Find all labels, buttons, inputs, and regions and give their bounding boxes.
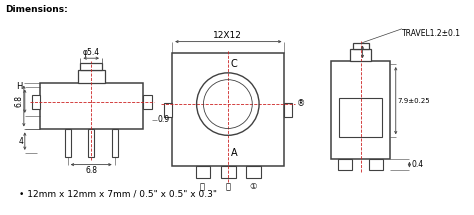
Bar <box>338 159 352 170</box>
Bar <box>331 61 390 159</box>
Bar <box>339 98 382 137</box>
Text: • 12mm x 12mm x 7mm / 0.5" x 0.5" x 0.3": • 12mm x 12mm x 7mm / 0.5" x 0.5" x 0.3" <box>19 190 217 199</box>
Bar <box>40 83 143 129</box>
Text: A: A <box>231 148 237 158</box>
Bar <box>88 129 94 157</box>
Bar <box>246 166 261 178</box>
Text: 0.9: 0.9 <box>157 115 170 124</box>
Bar <box>32 95 40 109</box>
Text: ®: ® <box>297 100 305 109</box>
Text: ⓟ: ⓟ <box>225 182 230 191</box>
Bar <box>284 103 292 117</box>
Text: 7.9±0.25: 7.9±0.25 <box>398 98 430 104</box>
Text: C: C <box>231 59 237 69</box>
Bar <box>353 43 369 49</box>
Bar <box>369 159 383 170</box>
Text: TRAVEL1.2±0.1: TRAVEL1.2±0.1 <box>401 29 461 38</box>
Text: 6.8: 6.8 <box>85 166 97 175</box>
Bar <box>196 166 210 178</box>
Text: 12X12: 12X12 <box>213 31 242 40</box>
Text: φ5.4: φ5.4 <box>82 48 100 57</box>
Bar <box>112 129 118 157</box>
Text: 0.4: 0.4 <box>411 160 423 169</box>
Bar <box>143 95 152 109</box>
Text: 4: 4 <box>19 137 24 146</box>
Bar <box>172 53 284 166</box>
Bar <box>350 49 371 61</box>
Bar <box>78 70 105 83</box>
Text: Ⓐ: Ⓐ <box>200 182 205 191</box>
Text: H: H <box>17 82 23 91</box>
Bar <box>65 129 71 157</box>
Text: Dimensions:: Dimensions: <box>5 6 68 14</box>
Bar <box>221 166 236 178</box>
Text: 6.8: 6.8 <box>15 95 24 107</box>
Bar <box>164 103 172 117</box>
Bar <box>81 63 102 70</box>
Text: ①: ① <box>249 182 257 191</box>
